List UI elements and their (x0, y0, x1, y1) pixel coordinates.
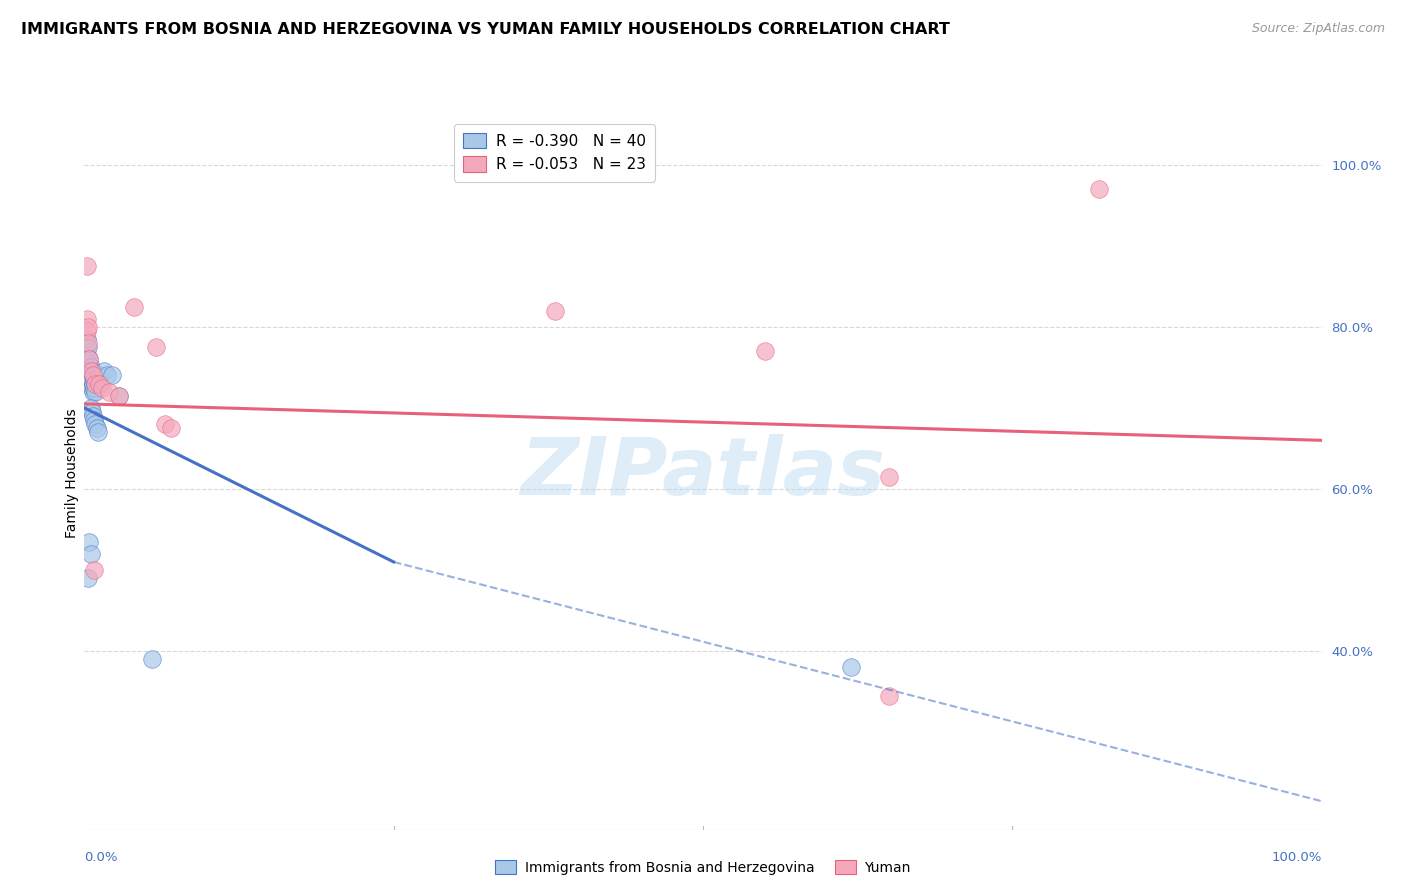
Text: 100.0%: 100.0% (1271, 851, 1322, 864)
Point (160, 421, 183, 435)
Point (82, 384, 104, 399)
Point (877, 470, 900, 484)
Legend: R = -0.390   N = 40, R = -0.053   N = 23: R = -0.390 N = 40, R = -0.053 N = 23 (454, 124, 655, 182)
Point (83, 381, 105, 395)
Point (83, 372, 105, 386)
Point (79, 364, 101, 378)
Point (76, 324, 98, 338)
Point (82, 368, 104, 383)
Point (80, 372, 103, 386)
Point (141, 652, 163, 666)
Point (1088, 182, 1111, 196)
Point (79, 368, 101, 383)
Point (122, 300, 145, 314)
Point (77, 571, 100, 585)
Point (79, 364, 101, 378)
Point (89, 376, 111, 391)
Point (76, 259, 98, 273)
Point (77, 336, 100, 351)
Point (80, 405, 103, 419)
Point (90, 381, 112, 395)
Point (83, 413, 105, 427)
Point (877, 689, 900, 703)
Point (96, 368, 118, 383)
Point (543, 303, 565, 318)
Point (80, 381, 103, 395)
Point (84, 417, 107, 431)
Text: Source: ZipAtlas.com: Source: ZipAtlas.com (1251, 22, 1385, 36)
Point (93, 364, 115, 378)
Point (76, 311, 98, 326)
Point (108, 389, 131, 403)
Point (79, 372, 101, 386)
Text: ZIPatlas: ZIPatlas (520, 434, 886, 512)
Point (87, 425, 110, 440)
Point (84, 376, 107, 391)
Point (76, 332, 98, 346)
Point (77, 340, 100, 354)
Point (86, 372, 108, 386)
Point (84, 384, 107, 399)
Text: IMMIGRANTS FROM BOSNIA AND HERZEGOVINA VS YUMAN FAMILY HOUSEHOLDS CORRELATION CH: IMMIGRANTS FROM BOSNIA AND HERZEGOVINA V… (21, 22, 950, 37)
Point (76, 348, 98, 362)
Point (82, 368, 104, 383)
Point (79, 534, 101, 549)
Text: 0.0%: 0.0% (84, 851, 118, 864)
Point (153, 417, 176, 431)
Point (841, 660, 863, 674)
Point (89, 376, 111, 391)
Point (77, 319, 100, 334)
Point (108, 389, 131, 403)
Point (79, 401, 101, 415)
Point (83, 563, 105, 577)
Point (79, 547, 101, 561)
Legend: Immigrants from Bosnia and Herzegovina, Yuman: Immigrants from Bosnia and Herzegovina, … (489, 855, 917, 880)
Point (79, 360, 101, 375)
Point (84, 376, 107, 391)
Point (82, 376, 104, 391)
Point (754, 344, 776, 359)
Point (98, 384, 121, 399)
Point (82, 409, 104, 423)
Point (86, 421, 108, 435)
Y-axis label: Family Households: Family Households (65, 408, 79, 538)
Point (79, 376, 101, 391)
Point (77, 356, 100, 370)
Point (77, 364, 100, 378)
Point (89, 368, 111, 383)
Point (79, 352, 101, 367)
Point (145, 340, 167, 354)
Point (79, 352, 101, 367)
Point (100, 368, 122, 383)
Point (80, 364, 103, 378)
